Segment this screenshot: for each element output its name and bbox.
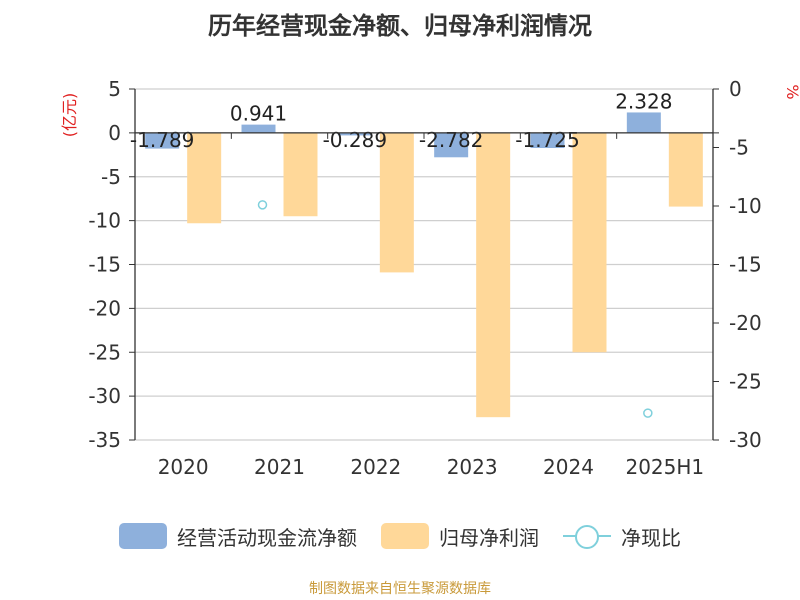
right-tick-label: -20 <box>729 311 762 335</box>
bar-net-profit <box>476 132 511 418</box>
data-label-cashflow: 2.328 <box>615 89 672 113</box>
legend-label-cashflow: 经营活动现金流净额 <box>177 525 357 550</box>
bar-net-profit <box>668 132 703 207</box>
bar-net-profit <box>572 132 607 353</box>
x-tick-label: 2025H1 <box>625 455 704 479</box>
data-label-cashflow: -1.725 <box>515 128 579 152</box>
data-label-cashflow: 0.941 <box>230 102 287 126</box>
legend-item-net-profit[interactable]: 归母净利润 <box>381 522 539 551</box>
left-tick-label: -35 <box>88 428 121 452</box>
legend-item-cash-ratio[interactable]: 净现比 <box>563 522 681 551</box>
right-axis-unit: % <box>783 84 800 99</box>
right-tick-label: -25 <box>729 370 762 394</box>
bar-cashflow <box>626 112 661 133</box>
bar-cashflow <box>241 124 276 133</box>
bar-cashflow <box>145 132 180 149</box>
left-tick-label: -5 <box>101 165 121 189</box>
left-tick-label: -30 <box>88 384 121 408</box>
x-tick-label: 2024 <box>543 455 594 479</box>
right-tick-label: 0 <box>729 77 742 101</box>
data-label-cashflow: -1.789 <box>130 128 194 152</box>
right-tick-label: -30 <box>729 428 762 452</box>
legend-swatch-cash-ratio <box>563 523 611 549</box>
x-tick-label: 2020 <box>158 455 209 479</box>
left-tick-label: 0 <box>108 121 121 145</box>
chart-legend: 经营活动现金流净额 归母净利润 净现比 <box>0 516 800 556</box>
left-tick-label: -25 <box>88 340 121 364</box>
data-label-cashflow: -2.782 <box>419 128 483 152</box>
point-cash-ratio <box>643 408 653 418</box>
left-tick-label: -10 <box>88 209 121 233</box>
left-tick-label: 5 <box>108 77 121 101</box>
legend-item-cashflow[interactable]: 经营活动现金流净额 <box>119 522 357 551</box>
point-cash-ratio <box>257 200 268 210</box>
left-tick-label: -20 <box>88 296 121 320</box>
right-tick-label: -10 <box>729 194 762 218</box>
bar-net-profit <box>283 132 318 217</box>
bar-net-profit <box>379 132 414 273</box>
right-tick-label: -15 <box>729 253 762 277</box>
legend-label-cash-ratio: 净现比 <box>621 525 681 550</box>
x-tick-label: 2022 <box>350 455 401 479</box>
legend-swatch-net-profit <box>381 523 429 549</box>
right-tick-label: -5 <box>729 136 749 160</box>
bar-cashflow <box>530 132 565 149</box>
legend-swatch-cashflow <box>119 523 167 549</box>
chart-title: 历年经营现金净额、归母净利润情况 <box>208 12 592 40</box>
legend-label-net-profit: 归母净利润 <box>439 525 539 550</box>
data-label-cashflow: -0.289 <box>323 128 387 152</box>
left-axis-unit: (亿元) <box>60 93 79 138</box>
x-tick-label: 2023 <box>447 455 498 479</box>
bar-cashflow <box>337 132 372 136</box>
left-tick-label: -15 <box>88 253 121 277</box>
source-note: 制图数据来自恒生聚源数据库 <box>309 581 491 597</box>
bar-cashflow <box>434 132 469 158</box>
bar-net-profit <box>187 132 222 224</box>
x-tick-label: 2021 <box>254 455 305 479</box>
